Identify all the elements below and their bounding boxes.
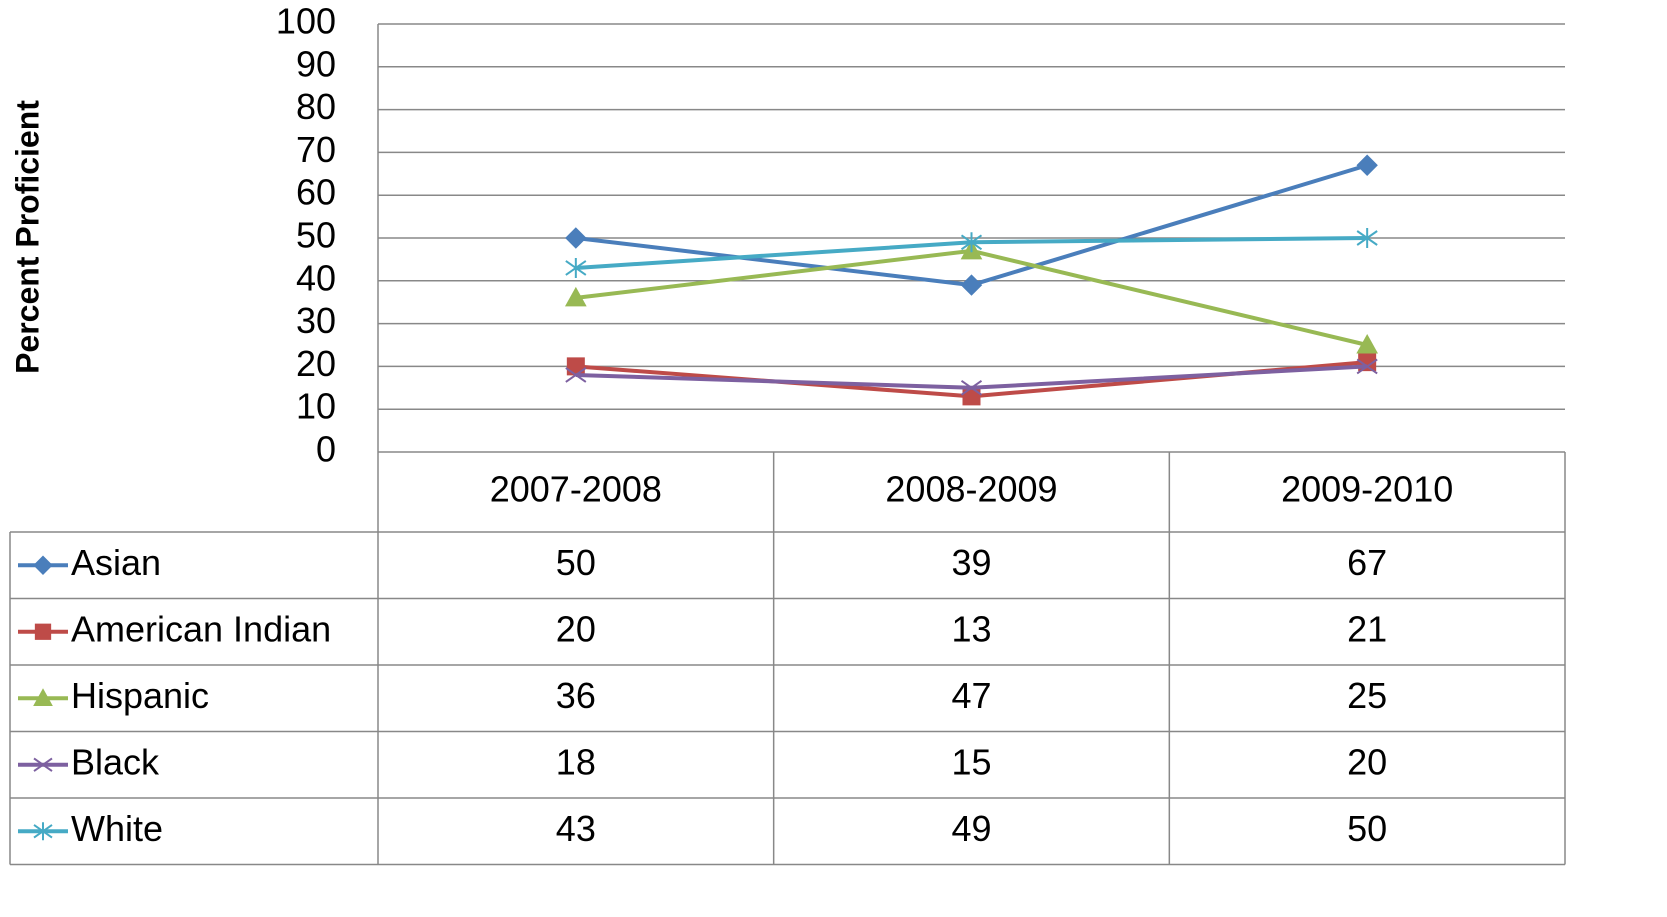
table-value: 39 xyxy=(951,542,991,583)
legend-marker xyxy=(33,822,53,841)
legend-marker xyxy=(33,688,53,706)
marker xyxy=(962,387,981,406)
marker xyxy=(565,227,587,249)
marker xyxy=(564,286,587,307)
marker xyxy=(960,274,983,296)
table-value: 43 xyxy=(556,808,596,849)
y-tick-label: 10 xyxy=(296,386,336,427)
table-value: 15 xyxy=(951,741,991,782)
table-value: 50 xyxy=(1347,808,1387,849)
y-tick-label: 20 xyxy=(296,343,336,384)
y-axis-title: Percent Proficient xyxy=(9,100,45,374)
legend-label: American Indian xyxy=(71,608,331,649)
marker xyxy=(565,257,587,278)
y-tick-label: 0 xyxy=(316,429,336,470)
y-tick-label: 40 xyxy=(296,257,336,298)
marker xyxy=(960,379,983,396)
y-tick-label: 90 xyxy=(296,43,336,84)
legend-label: Black xyxy=(71,741,160,782)
legend-label: Hispanic xyxy=(71,675,209,716)
marker xyxy=(960,232,983,253)
x-tick-label: 2009-2010 xyxy=(1281,469,1453,510)
y-tick-label: 50 xyxy=(296,215,336,256)
table-value: 67 xyxy=(1347,542,1387,583)
y-tick-label: 70 xyxy=(296,129,336,170)
y-tick-label: 80 xyxy=(296,86,336,127)
y-tick-label: 100 xyxy=(276,1,336,42)
legend-marker xyxy=(33,555,53,575)
table-value: 47 xyxy=(951,675,991,716)
legend-marker xyxy=(34,623,52,640)
marker xyxy=(565,367,587,383)
series-line xyxy=(575,163,1368,288)
marker xyxy=(1356,358,1378,375)
y-tick-label: 30 xyxy=(296,300,336,341)
legend-label: White xyxy=(71,808,163,849)
x-tick-label: 2007-2008 xyxy=(490,469,662,510)
legend-label: Asian xyxy=(71,542,161,583)
table-value: 13 xyxy=(951,608,991,649)
marker xyxy=(1356,228,1378,248)
series-line xyxy=(575,248,1368,347)
x-tick-label: 2008-2009 xyxy=(885,469,1057,510)
table-value: 36 xyxy=(556,675,596,716)
table-value: 49 xyxy=(951,808,991,849)
table-value: 25 xyxy=(1347,675,1387,716)
marker xyxy=(1356,333,1379,354)
marker xyxy=(566,357,585,376)
table-value: 18 xyxy=(556,741,596,782)
table-value: 50 xyxy=(556,542,596,583)
marker xyxy=(1356,154,1378,176)
table-value: 20 xyxy=(556,608,596,649)
legend-marker xyxy=(33,757,53,772)
series-line xyxy=(575,364,1368,390)
table-value: 21 xyxy=(1347,608,1387,649)
table-value: 20 xyxy=(1347,741,1387,782)
y-tick-label: 60 xyxy=(296,172,336,213)
